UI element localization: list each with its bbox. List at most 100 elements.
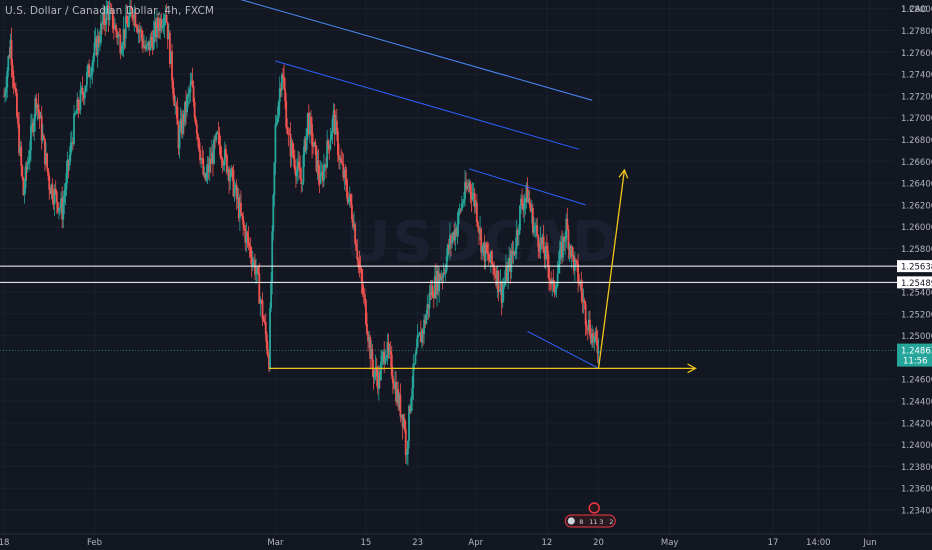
candle-up <box>343 169 346 178</box>
candle-down <box>567 229 570 250</box>
candle-up <box>153 21 156 31</box>
candle-down <box>328 145 331 149</box>
candle-down <box>522 205 525 211</box>
candle-up <box>559 242 562 250</box>
candle-up <box>433 276 436 298</box>
candle-down <box>17 116 19 124</box>
candle-up <box>353 224 355 228</box>
candle-up <box>245 232 248 243</box>
candle-up <box>147 41 150 45</box>
candle-down <box>279 88 282 91</box>
candle-down <box>354 224 357 244</box>
candle-up <box>143 45 145 48</box>
candle-down <box>435 276 437 295</box>
x-tick-label: Jun <box>862 538 876 548</box>
channel-trendline[interactable] <box>469 168 586 206</box>
candle-down <box>140 30 143 39</box>
channel-trendline[interactable] <box>275 60 580 150</box>
candle-up <box>514 248 517 255</box>
candle-up <box>163 17 166 26</box>
candle-up <box>316 160 319 171</box>
candle-down <box>404 428 407 455</box>
candle-down <box>493 266 495 274</box>
candle-down <box>218 133 221 146</box>
candle-up <box>564 239 567 243</box>
candle-up <box>388 350 391 352</box>
y-tick-label: 1.27600 <box>901 49 932 59</box>
candle-up <box>444 270 447 273</box>
candle-up <box>167 32 170 40</box>
event-alert-icon[interactable] <box>588 502 600 514</box>
y-tick-label: 1.27800 <box>901 27 932 37</box>
candle-up <box>330 133 333 141</box>
candle-down <box>97 36 100 44</box>
candle-up <box>181 114 184 134</box>
candle-down <box>226 154 228 174</box>
candle-down <box>575 259 577 261</box>
candle-down <box>123 29 126 39</box>
projection-arrow[interactable] <box>597 168 629 369</box>
candle-down <box>228 169 231 182</box>
candle-up <box>133 11 136 20</box>
candle-down <box>311 124 313 146</box>
candle-up <box>100 23 102 43</box>
level-price-label: 1.25638 <box>901 263 932 273</box>
candle-up <box>472 192 475 196</box>
candle-down <box>136 28 139 33</box>
candle-up <box>105 6 108 26</box>
candle-down <box>437 270 439 292</box>
candle-down <box>49 189 52 195</box>
candle-up <box>159 18 162 32</box>
candle-down <box>300 179 303 185</box>
candle-down <box>337 130 339 156</box>
candle-down <box>144 45 147 49</box>
candle-down <box>293 159 296 170</box>
candle-up <box>208 158 211 173</box>
economic-events[interactable]: 8 11 3 2 <box>564 502 616 528</box>
candle-down <box>101 23 103 25</box>
candle-up <box>301 182 304 185</box>
candle-up <box>347 198 350 202</box>
candle-down <box>38 111 41 119</box>
candle-down <box>265 334 268 350</box>
candle-down <box>307 112 310 135</box>
price-axis-panel[interactable] <box>897 0 932 550</box>
candle-down <box>500 281 503 303</box>
candle-up <box>481 246 484 253</box>
candle-down <box>154 21 157 38</box>
candle-down <box>56 202 59 212</box>
candle-up <box>223 148 226 165</box>
y-tick-label: 1.26400 <box>901 180 932 190</box>
candle-down <box>542 236 545 253</box>
support-arrow[interactable] <box>268 363 697 374</box>
y-tick-label: 1.26000 <box>901 223 932 233</box>
candle-down <box>422 330 424 334</box>
candle-up <box>517 230 520 236</box>
candle-up <box>309 117 311 135</box>
candle-down <box>257 267 260 274</box>
candle-up <box>446 244 449 257</box>
candle-down <box>365 300 367 325</box>
candle-up <box>94 37 97 44</box>
candle-up <box>65 172 68 190</box>
candle-up <box>302 154 305 183</box>
candle-up <box>270 281 273 309</box>
candle-up <box>329 140 332 149</box>
currency-unit-label[interactable]: 1 CAD <box>901 5 928 15</box>
candle-down <box>16 93 18 117</box>
candle-down <box>526 185 529 203</box>
candle-up <box>76 99 79 114</box>
candle-down <box>547 250 549 266</box>
candle-down <box>42 135 45 139</box>
candle-up <box>276 118 279 123</box>
candle-down <box>371 348 374 369</box>
candle-up <box>368 337 371 342</box>
channel-trendline[interactable] <box>527 330 599 369</box>
candle-up <box>234 184 237 189</box>
event-count-label: 3 <box>599 518 603 526</box>
candle-down <box>480 228 483 253</box>
x-tick-label: 15 <box>360 538 371 548</box>
channel-trendline[interactable] <box>204 0 593 101</box>
